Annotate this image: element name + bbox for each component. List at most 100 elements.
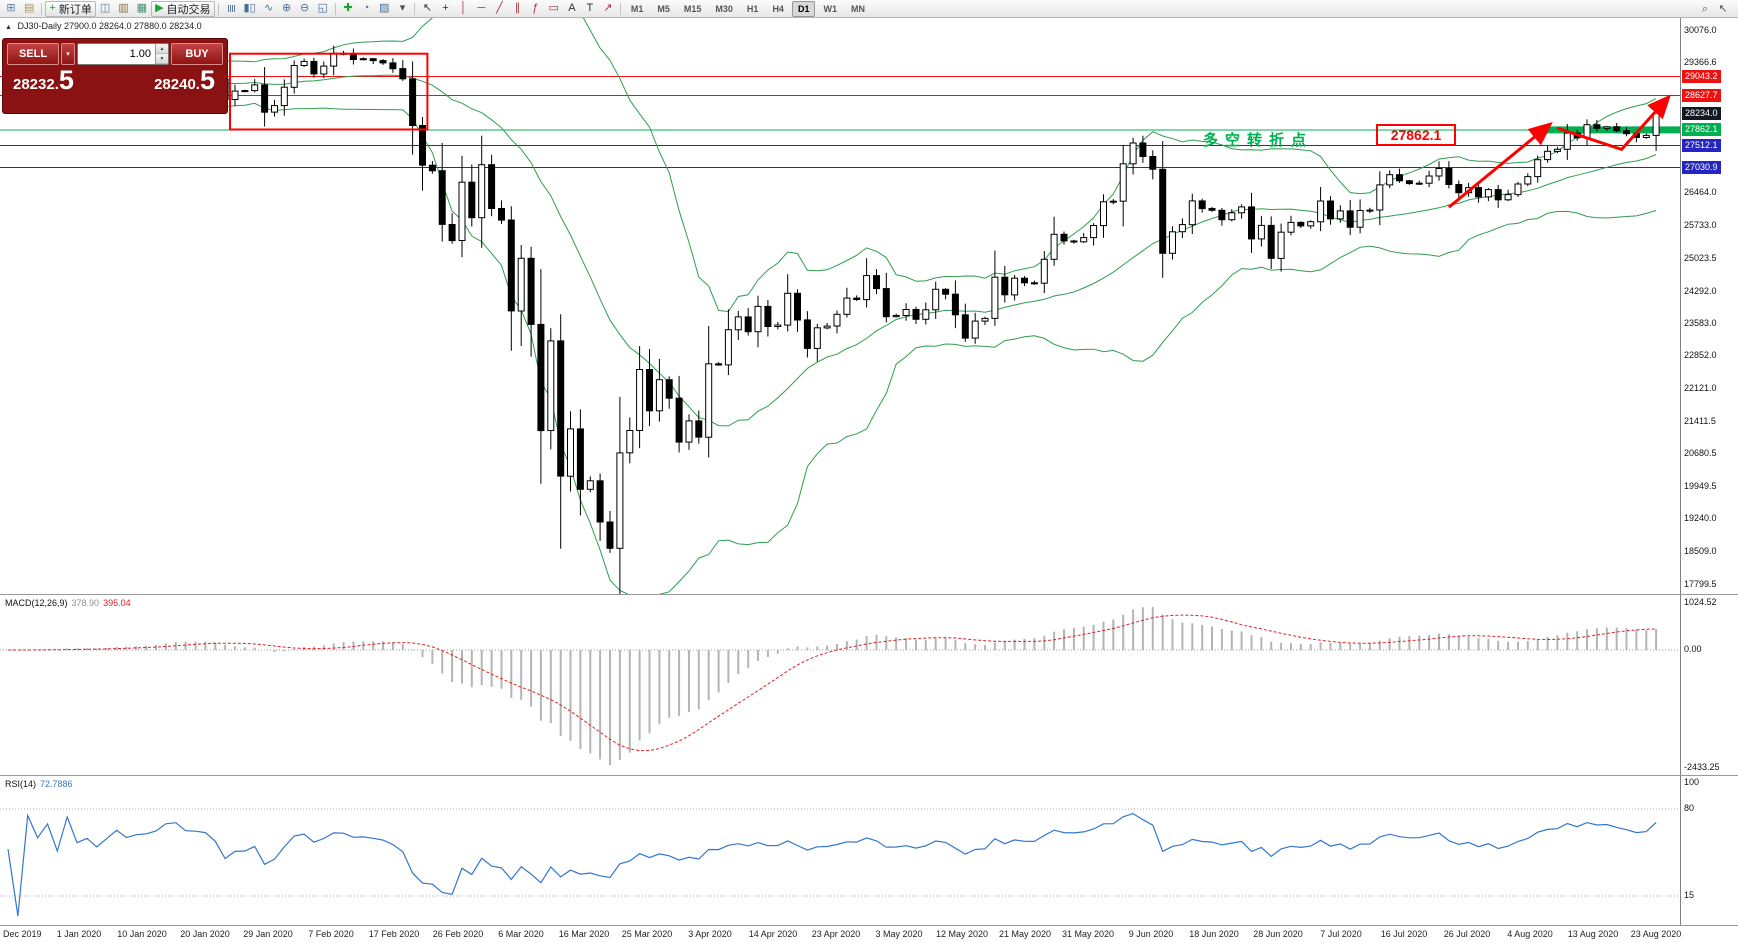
date-label: 31 May 2020 <box>1061 929 1115 939</box>
price-scale[interactable]: 30076.0 29366.6 29043.2 28627.7 28234.0 27862… <box>1680 18 1738 594</box>
auto-trading-button[interactable]: ▶ 自动交易 <box>151 0 215 17</box>
tf-m30-button[interactable]: M30 <box>715 3 733 14</box>
turning-point-annotation[interactable]: 多空转折点 <box>1203 132 1314 149</box>
sell-button[interactable]: SELL <box>7 43 59 65</box>
toolbar-right-group: ⌕ ↖ <box>1696 1 1732 17</box>
date-label: 26 Feb 2020 <box>432 929 484 939</box>
volume-down-button[interactable]: ▼ <box>156 54 168 64</box>
crosshair-button[interactable]: + <box>436 1 454 17</box>
periods-button[interactable]: ◔ <box>357 1 375 17</box>
cursor-mode-button[interactable]: ↖ <box>1714 1 1732 17</box>
date-label: 16 Mar 2020 <box>558 929 610 939</box>
tile-windows-button[interactable]: ◱ <box>314 1 332 17</box>
macd-scale[interactable]: 1024.52 0.00 -2433.25 <box>1680 595 1738 775</box>
macd-pane[interactable]: MACD(12,26,9) 378.90 395.04 1024.52 0.00 -24… <box>0 594 1738 775</box>
horizontal-line-button[interactable]: ─ <box>472 1 490 17</box>
date-label: 23 Aug 2020 <box>1630 929 1682 939</box>
chart-title: ▲ DJ30-Daily 27900.0 28264.0 27880.0 282… <box>5 21 202 31</box>
channel-button[interactable]: ∥ <box>508 1 526 17</box>
rsi-scale[interactable]: 100 80 15 <box>1680 776 1738 925</box>
macd-chart[interactable] <box>0 595 1680 776</box>
data-window-button[interactable]: ▦ <box>133 1 151 17</box>
price-tick-label: 28627.7 <box>1682 89 1721 102</box>
date-label: 26 Jul 2020 <box>1443 929 1491 939</box>
rsi-tick-label: 100 <box>1684 777 1700 787</box>
tf-h4-button[interactable]: H4 <box>772 3 784 14</box>
volume-stepper: ▲ ▼ <box>155 44 168 64</box>
indicators-button[interactable]: ✚ <box>339 1 357 17</box>
date-label: 1 Jan 2020 <box>56 929 102 939</box>
trendline-button[interactable]: ╱ <box>490 1 508 17</box>
tools-dropdown-button[interactable]: ▾ <box>393 1 411 17</box>
new-order-button[interactable]: + 新订单 <box>45 0 96 17</box>
cursor-mode-icon: ↖ <box>1718 2 1728 15</box>
macd-tick-label: 1024.52 <box>1684 597 1717 607</box>
rsi-pane[interactable]: RSI(14) 72.7886 100 80 15 <box>0 775 1738 925</box>
collapse-triangle-icon[interactable]: ▲ <box>5 24 12 31</box>
periods-icon: ◔ <box>362 2 370 14</box>
sell-price: 28232.5 <box>13 65 74 95</box>
zoom-in-button[interactable]: ⊕ <box>278 1 296 17</box>
ohlc-readout: 27900.0 28264.0 27880.0 28234.0 <box>63 21 202 31</box>
volume-up-button[interactable]: ▲ <box>156 44 168 54</box>
arrows-button[interactable]: ↗ <box>599 1 617 17</box>
rsi-chart[interactable] <box>0 776 1680 926</box>
candlestick-chart[interactable] <box>0 18 1680 594</box>
macd-tick-label: 0.00 <box>1684 644 1702 654</box>
bar-chart-button[interactable]: ≣ <box>222 1 240 17</box>
tf-w1-button[interactable]: W1 <box>823 3 837 14</box>
toolbar-separator <box>335 2 337 15</box>
shapes-button[interactable]: ▭ <box>544 1 562 17</box>
date-label: 7 Jul 2020 <box>1320 929 1362 939</box>
zoom-out-button[interactable]: ⊖ <box>296 1 314 17</box>
tf-m15-button[interactable]: M15 <box>683 3 702 14</box>
price-tick-label: 17799.5 <box>1684 579 1717 589</box>
date-label: 3 May 2020 <box>875 929 923 939</box>
search-button[interactable]: ⌕ <box>1696 1 1714 17</box>
price-tick-label: 19240.0 <box>1684 513 1717 523</box>
tf-mn-button[interactable]: MN <box>850 3 865 14</box>
one-click-trading-panel: SELL ▾ 1.00 ▲ ▼ BUY 28232.5 28240.5 <box>2 38 228 114</box>
search-icon: ⌕ <box>1701 2 1709 15</box>
tf-m5-button[interactable]: M5 <box>657 3 670 14</box>
buy-button[interactable]: BUY <box>171 43 223 65</box>
candlestick-chart-button[interactable]: ▮▯ <box>240 1 260 17</box>
price-tick-label: 22852.0 <box>1684 350 1717 360</box>
vertical-line-button[interactable]: │ <box>454 1 472 17</box>
fibonacci-button[interactable]: ƒ <box>526 1 544 17</box>
rsi-tick-label: 15 <box>1684 890 1695 900</box>
tf-h1-button[interactable]: H1 <box>746 3 759 14</box>
line-chart-button[interactable]: ∿ <box>260 1 278 17</box>
tile-windows-icon: ◱ <box>317 2 329 14</box>
shapes-icon: ▭ <box>548 2 559 14</box>
volume-box: 1.00 ▲ ▼ <box>77 43 169 65</box>
new-chart-button[interactable]: ⊞ <box>2 1 20 17</box>
templates-button[interactable]: ▨ <box>375 1 393 17</box>
price-tick-label: 26464.0 <box>1684 187 1717 197</box>
date-label: 12 May 2020 <box>935 929 989 939</box>
date-label: 23 Apr 2020 <box>811 929 861 939</box>
text-button[interactable]: A <box>563 1 581 17</box>
time-scale[interactable]: 23 Dec 2019 1 Jan 2020 10 Jan 2020 20 Jan 2… <box>0 925 1738 942</box>
chart-window-button[interactable]: ◫ <box>96 1 114 17</box>
date-label: 9 Jun 2020 <box>1128 929 1174 939</box>
crosshair-icon: + <box>442 2 449 14</box>
volume-input[interactable]: 1.00 <box>129 48 151 60</box>
fibonacci-icon: ƒ <box>532 2 539 14</box>
sell-dropdown[interactable]: ▾ <box>61 43 75 65</box>
profiles-button[interactable]: ▤ <box>20 1 38 17</box>
tf-d1-button[interactable]: D1 <box>791 0 816 17</box>
market-watch-button[interactable]: ▥ <box>114 1 132 17</box>
price-box-annotation[interactable]: 27862.1 <box>1376 124 1456 146</box>
text-icon: A <box>568 2 576 14</box>
toolbar-separator <box>41 2 43 15</box>
cursor-button[interactable]: ↖ <box>418 1 436 17</box>
price-chart-pane[interactable]: ▲ DJ30-Daily 27900.0 28264.0 27880.0 282… <box>0 18 1738 594</box>
cursor-icon: ↖ <box>422 2 433 14</box>
price-tick-label: 18509.0 <box>1684 546 1717 556</box>
chart-symbol-label: DJ30-Daily <box>17 21 62 31</box>
channel-icon: ∥ <box>514 2 521 14</box>
label-button[interactable]: T <box>581 1 599 17</box>
tf-m1-button[interactable]: M1 <box>630 3 644 14</box>
